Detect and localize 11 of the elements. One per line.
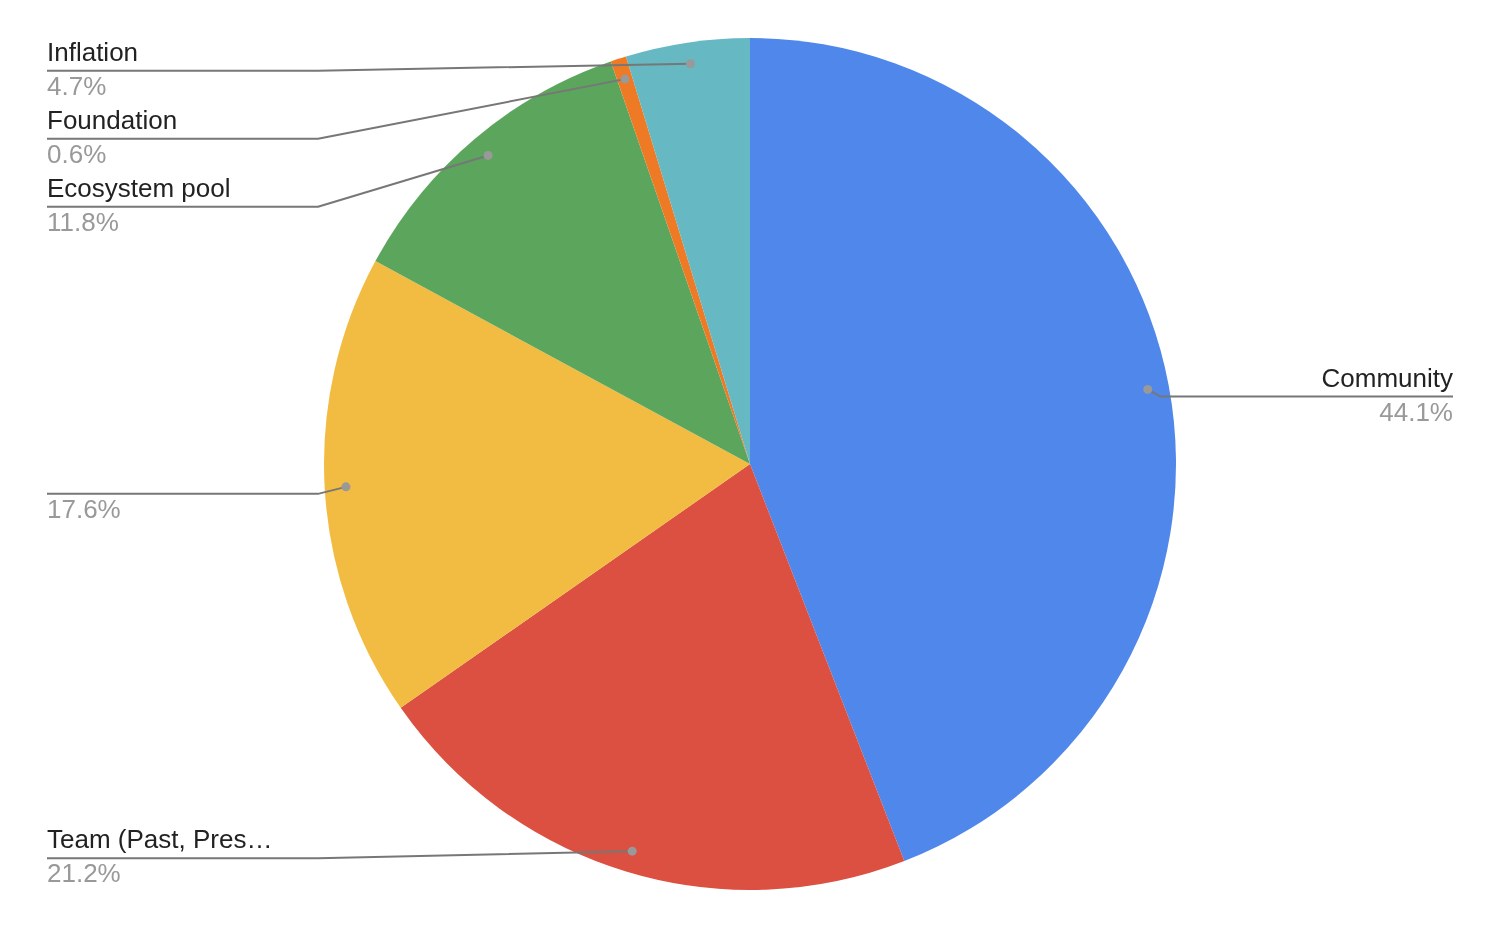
data-label: 11.8% [47, 206, 119, 237]
data-label: 17.6% [47, 494, 121, 525]
slice-label: Inflation [47, 36, 139, 67]
data-label: 0.6% [47, 138, 107, 169]
data-label: 21.2% [47, 858, 121, 889]
data-label: 4.7% [47, 70, 107, 101]
data-label: 44.1% [1379, 396, 1453, 427]
slice-label: Team (Past, Pres… [47, 824, 273, 855]
slice-label: Ecosystem pool [47, 172, 231, 203]
slice-label: Foundation [47, 104, 178, 135]
slice-label: Community [1321, 362, 1453, 393]
